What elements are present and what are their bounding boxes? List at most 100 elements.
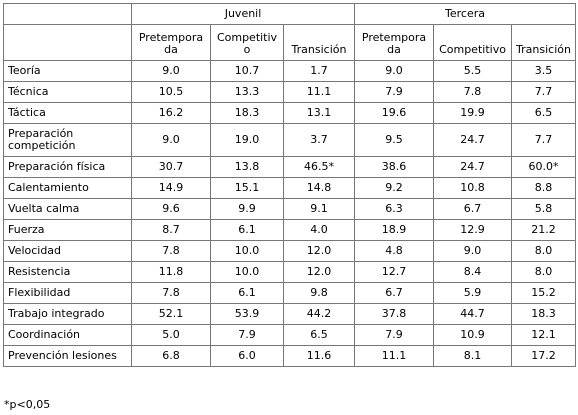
row-label: Teoría xyxy=(3,60,132,82)
cell: 19.6 xyxy=(354,102,435,124)
cell: 9.0 xyxy=(433,240,513,262)
cell: 10.7 xyxy=(210,60,284,82)
cell: 17.2 xyxy=(511,345,577,367)
cell: 1.7 xyxy=(282,60,356,82)
footnote: *p<0,05 xyxy=(4,398,51,411)
data-row: Táctica 16.2 18.3 13.1 19.6 19.9 6.5 xyxy=(3,102,577,124)
cell: 7.8 xyxy=(131,240,211,262)
cell: 8.0 xyxy=(511,261,577,283)
table-body: Juvenil Tercera Pretemporada Competitivo Tra… xyxy=(3,3,577,367)
row-label: Vuelta calma xyxy=(3,198,132,220)
cell: 30.7 xyxy=(131,156,211,178)
cell: 6.5 xyxy=(511,102,577,124)
row-label: Prevención lesiones xyxy=(3,345,132,367)
cell: 18.3 xyxy=(210,102,284,124)
row-label: Preparación física xyxy=(3,156,132,178)
cell: 6.1 xyxy=(210,219,284,241)
column-header: Competitivo xyxy=(210,24,284,61)
row-label: Velocidad xyxy=(3,240,132,262)
cell: 8.7 xyxy=(131,219,211,241)
cell: 10.5 xyxy=(131,81,211,103)
cell: 46.5* xyxy=(282,156,356,178)
cell: 18.3 xyxy=(511,303,577,325)
cell: 9.0 xyxy=(354,60,435,82)
cell: 11.1 xyxy=(354,345,435,367)
cell: 6.7 xyxy=(433,198,513,220)
row-label: Calentamiento xyxy=(3,177,132,199)
cell: 24.7 xyxy=(433,156,513,178)
header-row: Juvenil Tercera xyxy=(3,3,577,25)
cell: 8.1 xyxy=(433,345,513,367)
data-row: Velocidad 7.8 10.0 12.0 4.8 9.0 8.0 xyxy=(3,240,577,262)
cell: 11.1 xyxy=(282,81,356,103)
cell: 5.8 xyxy=(511,198,577,220)
cell: 10.0 xyxy=(210,261,284,283)
data-row: Flexibilidad 7.8 6.1 9.8 6.7 5.9 15.2 xyxy=(3,282,577,304)
cell: 12.7 xyxy=(354,261,435,283)
cell: 9.0 xyxy=(131,123,211,157)
data-row: Preparación competición 9.0 19.0 3.7 9.5 24.7… xyxy=(3,123,577,157)
cell: 37.8 xyxy=(354,303,435,325)
cell: 10.0 xyxy=(210,240,284,262)
cell: 5.5 xyxy=(433,60,513,82)
cell: 44.2 xyxy=(282,303,356,325)
cell: 13.1 xyxy=(282,102,356,124)
cell: 8.0 xyxy=(511,240,577,262)
cell: 7.8 xyxy=(131,282,211,304)
data-table: Juvenil Tercera Pretemporada Competitivo Tra… xyxy=(3,3,577,367)
cell: 9.2 xyxy=(354,177,435,199)
cell: 14.8 xyxy=(282,177,356,199)
cell: 6.1 xyxy=(210,282,284,304)
cell: 7.7 xyxy=(511,123,577,157)
cell: 12.0 xyxy=(282,261,356,283)
row-label: Fuerza xyxy=(3,219,132,241)
cell: 21.2 xyxy=(511,219,577,241)
cell: 11.6 xyxy=(282,345,356,367)
row-label: Técnica xyxy=(3,81,132,103)
empty-cell xyxy=(3,24,132,61)
cell: 5.0 xyxy=(131,324,211,346)
column-header: Competitivo xyxy=(433,24,513,61)
cell: 16.2 xyxy=(131,102,211,124)
data-row: Calentamiento 14.9 15.1 14.8 9.2 10.8 8.8 xyxy=(3,177,577,199)
data-row: Fuerza 8.7 6.1 4.0 18.9 12.9 21.2 xyxy=(3,219,577,241)
cell: 7.9 xyxy=(354,81,435,103)
cell: 52.1 xyxy=(131,303,211,325)
data-row: Técnica 10.5 13.3 11.1 7.9 7.8 7.7 xyxy=(3,81,577,103)
cell: 11.8 xyxy=(131,261,211,283)
cell: 10.8 xyxy=(433,177,513,199)
cell: 3.7 xyxy=(282,123,356,157)
cell: 6.8 xyxy=(131,345,211,367)
data-row: Trabajo integrado 52.1 53.9 44.2 37.8 44.7 18.… xyxy=(3,303,577,325)
group-header: Tercera xyxy=(354,3,577,25)
cell: 5.9 xyxy=(433,282,513,304)
cell: 6.7 xyxy=(354,282,435,304)
group-header: Juvenil xyxy=(130,3,356,25)
cell: 9.5 xyxy=(354,123,435,157)
cell: 38.6 xyxy=(354,156,435,178)
cell: 8.8 xyxy=(511,177,577,199)
cell: 7.9 xyxy=(210,324,284,346)
cell: 19.9 xyxy=(433,102,513,124)
cell: 7.7 xyxy=(511,81,577,103)
data-row: Vuelta calma 9.6 9.9 9.1 6.3 6.7 5.8 xyxy=(3,198,577,220)
cell: 9.8 xyxy=(282,282,356,304)
cell: 9.0 xyxy=(131,60,211,82)
row-label: Trabajo integrado xyxy=(3,303,132,325)
column-header: Transición xyxy=(282,24,356,61)
cell: 7.9 xyxy=(354,324,435,346)
column-header: Transición xyxy=(511,24,577,61)
cell: 19.0 xyxy=(210,123,284,157)
cell: 13.8 xyxy=(210,156,284,178)
data-row: Preparación física 30.7 13.8 46.5* 38.6 24.7 6… xyxy=(3,156,577,178)
row-label: Táctica xyxy=(3,102,132,124)
cell: 7.8 xyxy=(433,81,513,103)
cell: 18.9 xyxy=(354,219,435,241)
cell: 60.0* xyxy=(511,156,577,178)
row-label: Resistencia xyxy=(3,261,132,283)
cell: 4.8 xyxy=(354,240,435,262)
cell: 4.0 xyxy=(282,219,356,241)
row-label: Flexibilidad xyxy=(3,282,132,304)
cell: 14.9 xyxy=(131,177,211,199)
column-header: Pretemporada xyxy=(131,24,211,61)
